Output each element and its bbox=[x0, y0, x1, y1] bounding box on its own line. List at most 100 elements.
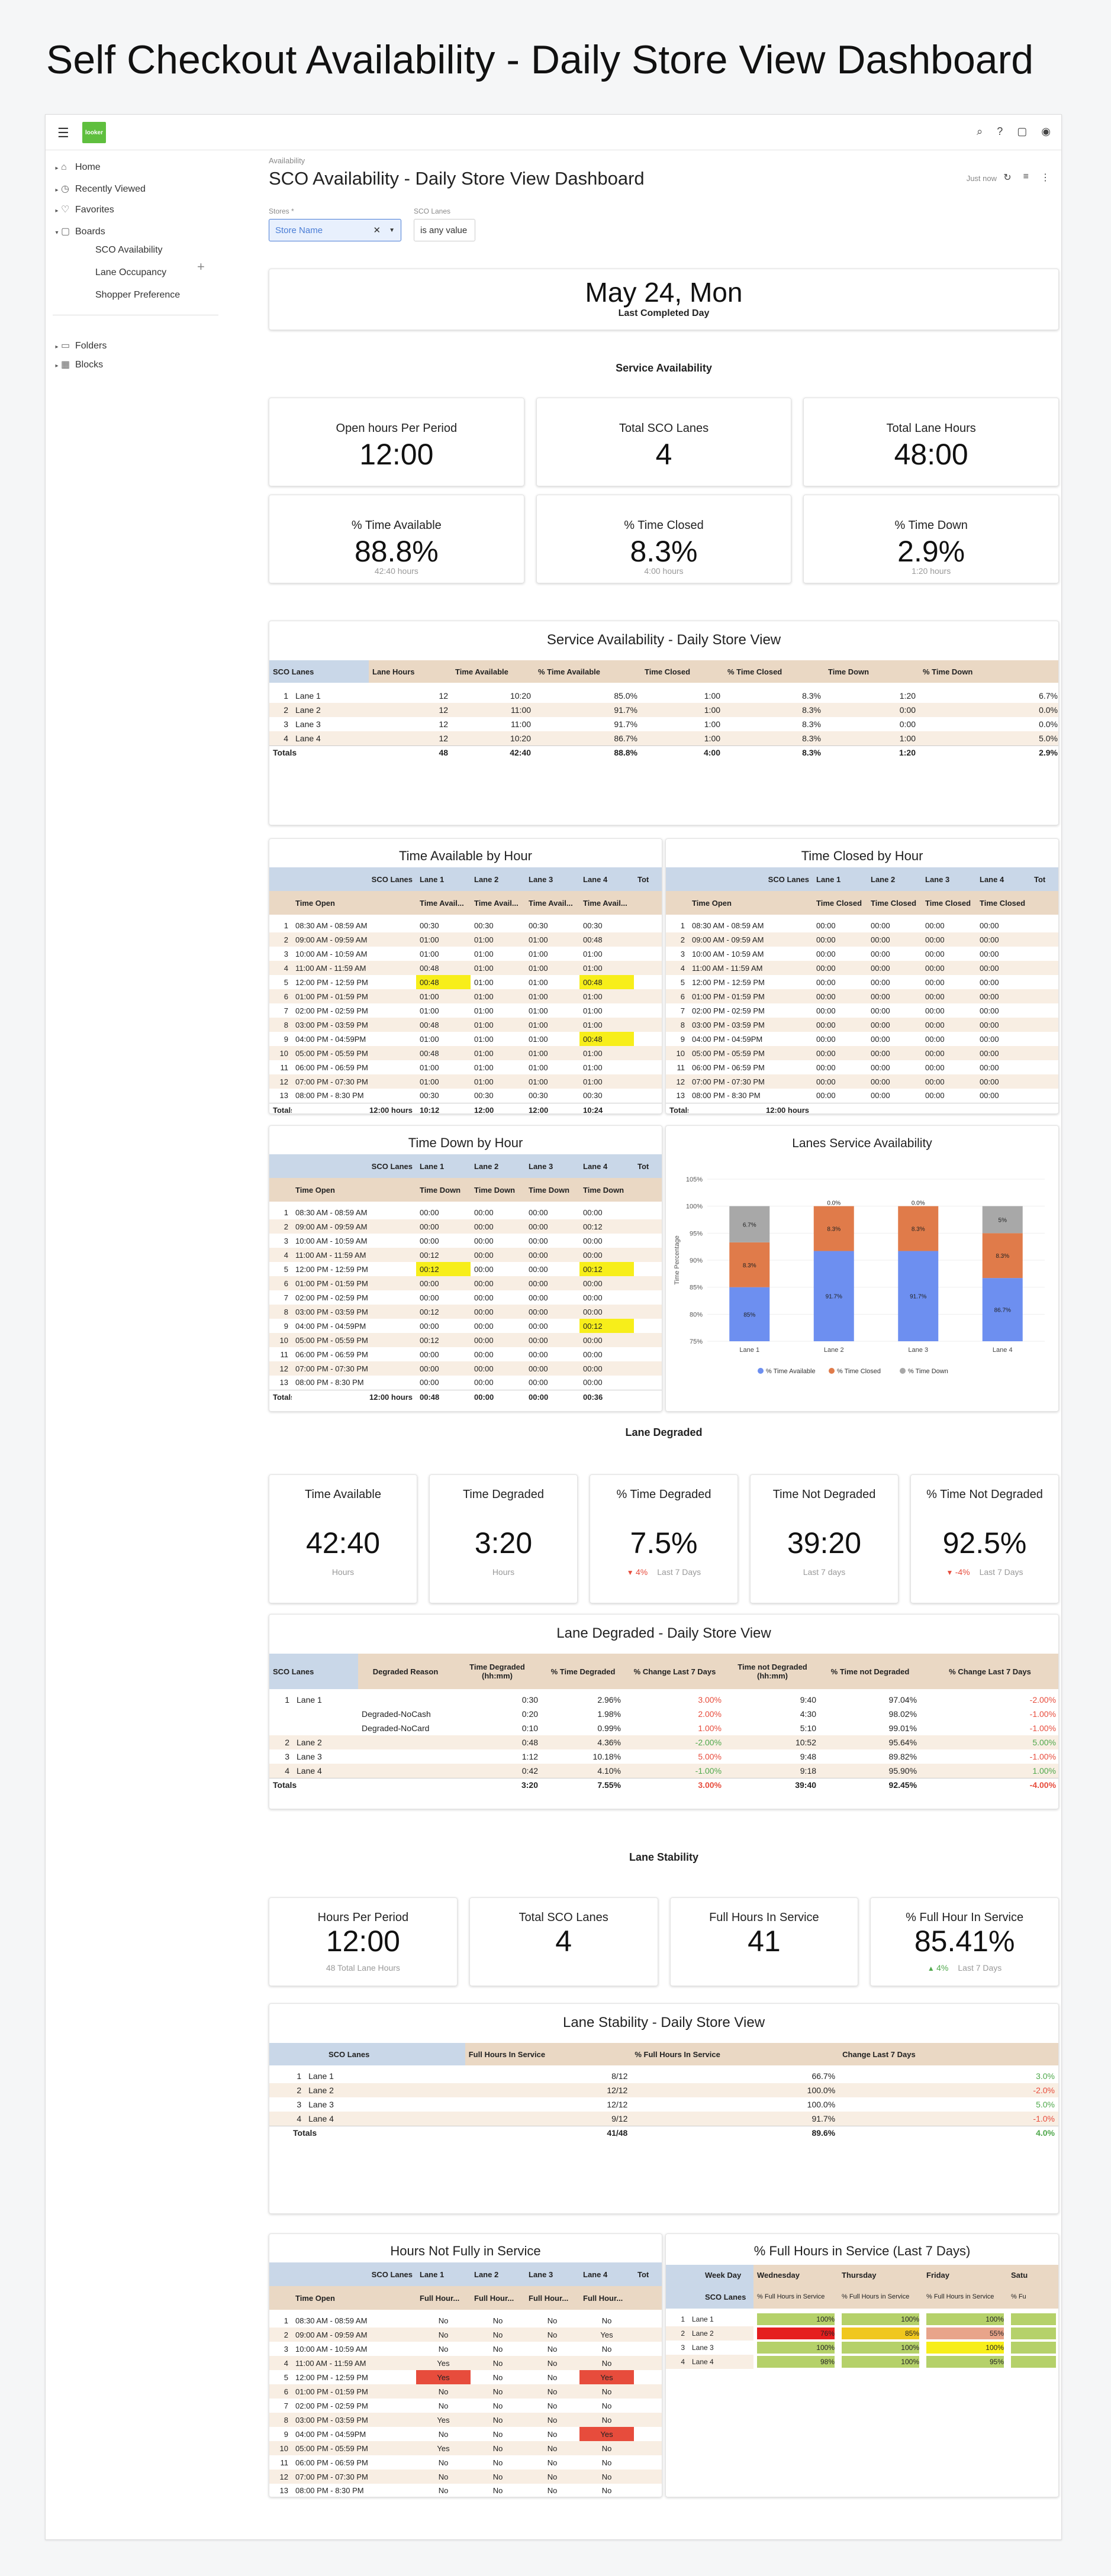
lane-header[interactable]: Lane 1 bbox=[813, 867, 868, 891]
store-filter[interactable]: Store Name ✕ ▼ bbox=[269, 219, 401, 241]
more-icon[interactable]: ⋮ bbox=[1041, 173, 1050, 183]
looker-logo[interactable]: looker bbox=[82, 122, 106, 143]
legend-label[interactable]: % Time Available bbox=[766, 1368, 816, 1375]
metric-header[interactable]: Full Hour... bbox=[471, 2286, 526, 2310]
column-header[interactable]: Time Down bbox=[825, 660, 920, 683]
column-header[interactable]: Time Open bbox=[292, 1178, 417, 1202]
filter-icon[interactable]: ≡ bbox=[1023, 172, 1029, 182]
board-sco-availability[interactable]: SCO Availability bbox=[95, 245, 163, 255]
lane-header[interactable]: Tot bbox=[634, 1154, 662, 1178]
metric-header[interactable]: Time Avail... bbox=[579, 891, 635, 915]
column-header[interactable]: % Time Degraded bbox=[542, 1654, 625, 1689]
legend-label[interactable]: % Time Down bbox=[908, 1368, 948, 1375]
metric-header[interactable]: Time Closed bbox=[813, 891, 868, 915]
chevron-down-icon[interactable]: ▼ bbox=[389, 227, 395, 234]
lane-header[interactable]: Lane 4 bbox=[976, 867, 1031, 891]
bar-segment[interactable] bbox=[729, 1206, 770, 1242]
lane-header[interactable]: Lane 3 bbox=[525, 867, 580, 891]
metric-header[interactable]: Time Avail... bbox=[525, 891, 580, 915]
column-header[interactable]: Time Open bbox=[292, 891, 417, 915]
lane-header[interactable]: Lane 3 bbox=[525, 2262, 580, 2286]
metric-header[interactable]: Time Closed bbox=[976, 891, 1031, 915]
bar-segment[interactable] bbox=[813, 1251, 854, 1341]
lanes-filter[interactable]: is any value bbox=[414, 219, 475, 241]
bar-segment[interactable] bbox=[729, 1287, 770, 1341]
column-header[interactable]: % Change Last 7 Days bbox=[624, 1654, 726, 1689]
lane-header[interactable]: Lane 3 bbox=[922, 867, 977, 891]
sidebar-item-recent[interactable]: ▸ ◷ Recently Viewed bbox=[55, 184, 146, 194]
lane-header[interactable]: Tot bbox=[634, 867, 662, 891]
lane-header[interactable]: Lane 2 bbox=[867, 867, 922, 891]
bar-segment[interactable] bbox=[813, 1206, 854, 1251]
column-header[interactable]: % Full Hours In Service bbox=[631, 2043, 839, 2065]
breadcrumb[interactable]: Availability bbox=[269, 156, 305, 165]
lane-header[interactable]: Lane 1 bbox=[416, 2262, 471, 2286]
column-header[interactable]: Time Open bbox=[688, 891, 813, 915]
sidebar-item-folders[interactable]: ▸ ▭ Folders bbox=[55, 341, 107, 351]
search-icon[interactable]: ⌕ bbox=[977, 125, 983, 137]
column-header[interactable]: Time Available bbox=[452, 660, 535, 683]
lane-header[interactable]: Lane 4 bbox=[579, 2262, 635, 2286]
day-header[interactable]: Satu bbox=[1007, 2265, 1058, 2285]
column-header[interactable]: SCO Lanes bbox=[269, 1654, 359, 1689]
column-header[interactable]: % Time Available bbox=[534, 660, 642, 683]
chat-icon[interactable]: ▢ bbox=[1017, 125, 1028, 137]
metric-header[interactable]: Full Hour... bbox=[416, 2286, 471, 2310]
sidebar-item-favorites[interactable]: ▸ ♡ Favorites bbox=[55, 205, 114, 215]
metric-header[interactable]: Time Avail... bbox=[416, 891, 471, 915]
lane-header[interactable]: Lane 2 bbox=[471, 2262, 526, 2286]
board-lane-occupancy[interactable]: Lane Occupancy bbox=[95, 267, 167, 277]
bar-segment[interactable] bbox=[729, 1242, 770, 1287]
column-header[interactable]: SCO Lanes bbox=[269, 660, 369, 683]
metric-header[interactable]: % Full Hours in Service bbox=[838, 2285, 923, 2309]
metric-header[interactable]: Time Avail... bbox=[471, 891, 526, 915]
lane-header[interactable]: Lane 1 bbox=[416, 867, 471, 891]
day-header[interactable]: Thursday bbox=[838, 2265, 923, 2285]
board-shopper-preference[interactable]: Shopper Preference bbox=[95, 290, 181, 300]
column-header[interactable]: % Time Down bbox=[919, 660, 1058, 683]
metric-header[interactable]: % Fu bbox=[1007, 2285, 1058, 2309]
column-header[interactable]: Time not Degraded (hh:mm) bbox=[725, 1654, 820, 1689]
metric-header[interactable]: Time Down bbox=[525, 1178, 580, 1202]
column-header[interactable]: Change Last 7 Days bbox=[839, 2043, 1058, 2065]
metric-header[interactable]: % Full Hours in Service bbox=[923, 2285, 1007, 2309]
bar-segment[interactable] bbox=[898, 1251, 939, 1341]
column-header[interactable]: Degraded Reason bbox=[358, 1654, 453, 1689]
metric-header[interactable]: Time Down bbox=[579, 1178, 635, 1202]
metric-header[interactable]: Time Down bbox=[416, 1178, 471, 1202]
lane-header[interactable]: Lane 2 bbox=[471, 867, 526, 891]
lane-header[interactable]: Lane 4 bbox=[579, 867, 635, 891]
bar-segment[interactable] bbox=[898, 1206, 939, 1251]
clear-icon[interactable]: ✕ bbox=[373, 225, 381, 235]
lane-header[interactable]: Tot bbox=[634, 2262, 662, 2286]
lane-header[interactable]: Lane 3 bbox=[525, 1154, 580, 1178]
column-header[interactable]: Time Degraded (hh:mm) bbox=[453, 1654, 542, 1689]
sidebar-item-blocks[interactable]: ▸ ▦ Blocks bbox=[55, 360, 104, 370]
metric-header[interactable]: Full Hour... bbox=[579, 2286, 635, 2310]
column-header[interactable]: % Time Closed bbox=[724, 660, 825, 683]
legend-label[interactable]: % Time Closed bbox=[837, 1368, 881, 1375]
column-header[interactable]: Time Open bbox=[292, 2286, 417, 2310]
lane-header[interactable]: Tot bbox=[1031, 867, 1058, 891]
metric-header[interactable]: Full Hour... bbox=[525, 2286, 580, 2310]
column-header[interactable]: Full Hours In Service bbox=[465, 2043, 632, 2065]
metric-header[interactable]: Time Closed bbox=[922, 891, 977, 915]
lane-header[interactable]: Lane 4 bbox=[579, 1154, 635, 1178]
add-board-icon[interactable]: + bbox=[197, 259, 205, 274]
metric-header[interactable]: % Full Hours in Service bbox=[753, 2285, 838, 2309]
metric-header[interactable]: Time Down bbox=[471, 1178, 526, 1202]
menu-icon[interactable]: ☰ bbox=[57, 125, 69, 140]
column-header[interactable]: % Time not Degraded bbox=[820, 1654, 921, 1689]
sidebar-item-home[interactable]: ▸ ⌂ Home bbox=[55, 162, 101, 172]
column-header[interactable]: SCO Lanes bbox=[269, 2043, 465, 2065]
column-header[interactable]: % Change Last 7 Days bbox=[920, 1654, 1058, 1689]
bar-segment[interactable] bbox=[982, 1206, 1023, 1234]
column-header[interactable]: Time Closed bbox=[641, 660, 724, 683]
day-header[interactable]: Wednesday bbox=[753, 2265, 838, 2285]
column-header[interactable]: Lane Hours bbox=[369, 660, 452, 683]
bar-segment[interactable] bbox=[982, 1233, 1023, 1279]
sidebar-item-boards[interactable]: ▾ ▢ Boards bbox=[55, 227, 105, 237]
lane-header[interactable]: Lane 1 bbox=[416, 1154, 471, 1178]
refresh-icon[interactable]: ↻ bbox=[1003, 173, 1012, 183]
help-icon[interactable]: ? bbox=[997, 125, 1003, 137]
